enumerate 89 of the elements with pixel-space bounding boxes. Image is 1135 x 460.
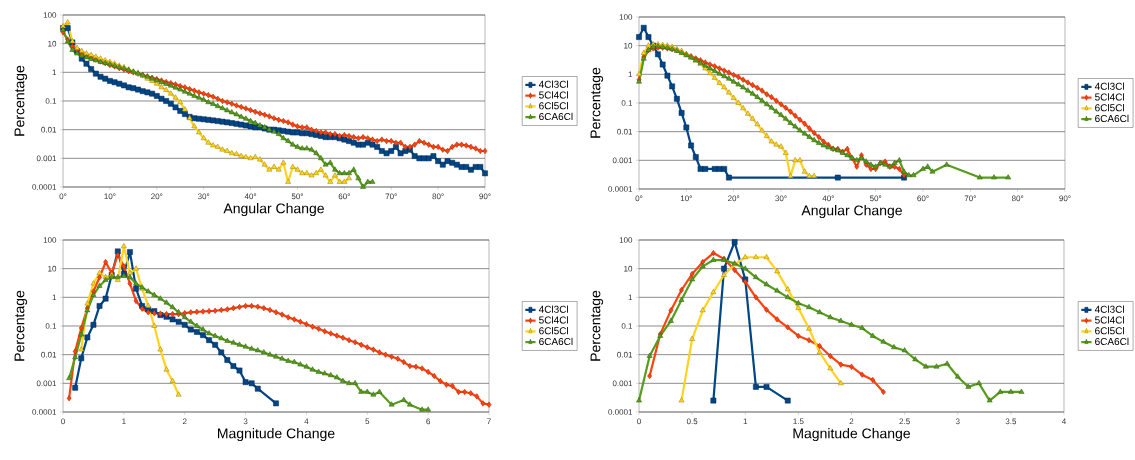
y-tick-label: 0.001 bbox=[612, 380, 633, 387]
x-tick-label: 2 bbox=[849, 418, 854, 425]
x-tick-label: 4 bbox=[1061, 418, 1066, 425]
legend-label: 6CA6Cl bbox=[1095, 114, 1129, 123]
y-tick-label: 0.1 bbox=[621, 323, 633, 329]
x-tick-label: 6 bbox=[426, 418, 431, 425]
x-axis-title: Angular Change bbox=[223, 203, 324, 217]
y-tick-label: 100 bbox=[619, 237, 633, 243]
legend-label: 6Cl5Cl bbox=[1095, 104, 1124, 112]
y-tick-label: 10 bbox=[48, 40, 57, 47]
y-tick-label: 100 bbox=[43, 237, 57, 243]
legend-label: 5Cl4Cl bbox=[539, 316, 568, 324]
x-tick-label: 90° bbox=[1059, 195, 1071, 202]
legend-label: 6Cl5Cl bbox=[539, 102, 568, 110]
x-tick-label: 1 bbox=[743, 418, 748, 425]
y-tick-label: 0.001 bbox=[36, 380, 57, 387]
x-tick-label: 30° bbox=[197, 193, 210, 200]
x-tick-label: 5 bbox=[365, 418, 370, 425]
legend-label: 6CA6Cl bbox=[539, 337, 573, 346]
y-tick-label: 100 bbox=[619, 14, 633, 20]
y-tick-label: 100 bbox=[43, 12, 57, 18]
y-tick-label: 0.001 bbox=[36, 155, 57, 162]
x-tick-label: 50° bbox=[291, 193, 304, 200]
x-tick-label: 0.5 bbox=[686, 418, 698, 425]
y-tick-label: 1 bbox=[628, 294, 633, 301]
y-tick-label: 0.1 bbox=[621, 100, 633, 106]
y-tick-label: 0.0001 bbox=[608, 409, 633, 415]
y-tick-label: 10 bbox=[624, 42, 633, 49]
x-tick-label: 30° bbox=[775, 195, 787, 202]
legend-label: 4Cl3Cl bbox=[1094, 82, 1124, 90]
y-axis-title: Percentage bbox=[14, 290, 28, 361]
y-tick-label: 0.0001 bbox=[32, 409, 57, 415]
y-tick-label: 0.01 bbox=[41, 126, 57, 133]
x-tick-label: 0 bbox=[637, 418, 641, 425]
y-tick-label: 0.01 bbox=[41, 351, 57, 358]
y-tick-label: 0.01 bbox=[617, 351, 633, 358]
y-tick-label: 0.01 bbox=[617, 128, 633, 135]
legend-label: 4Cl3Cl bbox=[538, 305, 568, 313]
y-tick-label: 1 bbox=[628, 71, 633, 78]
y-axis-title: Percentage bbox=[14, 65, 28, 136]
legend-label: 5Cl4Cl bbox=[1095, 316, 1124, 324]
x-tick-label: 3 bbox=[955, 418, 960, 425]
x-tick-label: 10° bbox=[104, 193, 116, 200]
legend-label: 6Cl5Cl bbox=[539, 326, 568, 335]
x-tick-label: 60° bbox=[917, 195, 929, 202]
y-tick-label: 10 bbox=[624, 265, 633, 272]
x-tick-label: 80° bbox=[432, 193, 444, 200]
x-tick-label: 70° bbox=[964, 195, 976, 202]
x-tick-label: 80° bbox=[1011, 195, 1024, 202]
y-tick-label: 0.1 bbox=[45, 323, 57, 329]
y-tick-label: 0.001 bbox=[612, 157, 633, 164]
legend-label: 6CA6Cl bbox=[1095, 337, 1129, 346]
legend-label: 6CA6Cl bbox=[539, 112, 573, 121]
x-tick-label: 20° bbox=[728, 195, 740, 202]
x-tick-label: 1 bbox=[122, 418, 126, 425]
x-axis-title: Angular Change bbox=[801, 205, 902, 219]
x-axis-title: Magnitude Change bbox=[793, 428, 910, 442]
y-tick-label: 0.0001 bbox=[32, 184, 57, 190]
x-tick-label: 2.5 bbox=[899, 418, 910, 425]
x-tick-label: 50° bbox=[869, 195, 882, 202]
legend-label: 4Cl3Cl bbox=[1094, 305, 1124, 313]
x-tick-label: 70° bbox=[385, 193, 397, 200]
x-tick-label: 0° bbox=[59, 193, 67, 200]
x-tick-label: 3.5 bbox=[1005, 418, 1017, 425]
y-axis-title: Percentage bbox=[590, 67, 604, 138]
x-tick-label: 0° bbox=[635, 195, 643, 202]
x-axis-title: Magnitude Change bbox=[218, 428, 335, 442]
x-tick-label: 40° bbox=[244, 193, 257, 200]
y-tick-label: 1 bbox=[52, 294, 57, 301]
legend-label: 4Cl3Cl bbox=[538, 80, 568, 88]
x-tick-label: 40° bbox=[822, 195, 834, 202]
x-tick-label: 7 bbox=[487, 418, 491, 425]
x-tick-label: 20° bbox=[151, 193, 163, 200]
x-tick-label: 10° bbox=[680, 195, 692, 202]
x-tick-label: 0 bbox=[61, 418, 65, 425]
x-tick-label: 3 bbox=[243, 418, 248, 425]
y-tick-label: 0.1 bbox=[45, 98, 57, 104]
x-tick-label: 60° bbox=[338, 193, 350, 200]
legend-label: 5Cl4Cl bbox=[539, 91, 568, 99]
y-axis-title: Percentage bbox=[590, 290, 604, 361]
x-tick-label: 90° bbox=[479, 193, 491, 200]
y-tick-label: 1 bbox=[52, 69, 57, 76]
legend-label: 5Cl4Cl bbox=[1095, 93, 1124, 101]
legend-label: 6Cl5Cl bbox=[1095, 326, 1124, 335]
x-tick-label: 1.5 bbox=[793, 418, 804, 425]
x-tick-label: 4 bbox=[304, 418, 309, 425]
y-tick-label: 0.0001 bbox=[608, 186, 633, 192]
x-tick-label: 2 bbox=[182, 418, 187, 425]
y-tick-label: 10 bbox=[48, 265, 57, 272]
